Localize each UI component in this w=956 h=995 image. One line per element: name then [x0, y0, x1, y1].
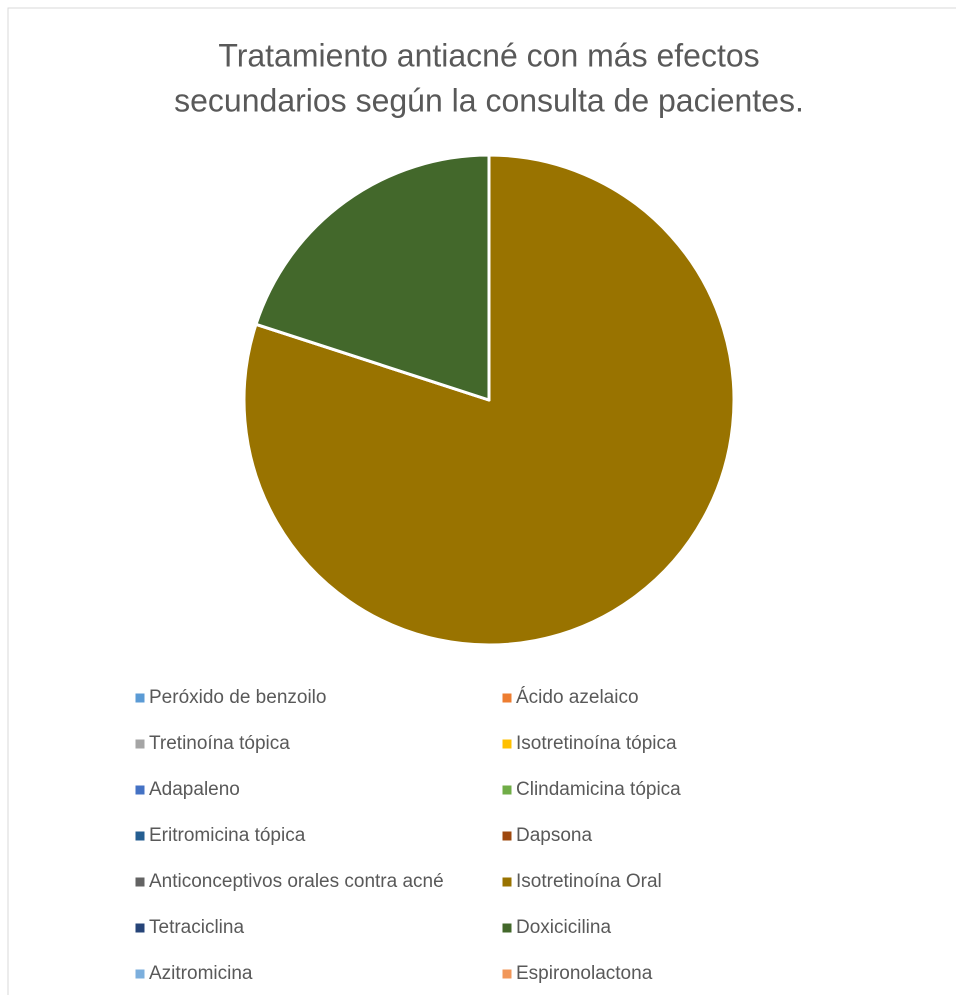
pie-slice [254, 153, 491, 402]
legend-marker [502, 831, 512, 841]
legend-label: Doxicicilina [516, 917, 611, 938]
legend-marker [135, 739, 145, 749]
legend-label: Clindamicina tópica [516, 779, 681, 800]
legend-label: Isotretinoína tópica [516, 733, 677, 754]
legend-label: Tetraciclina [149, 917, 244, 938]
legend-label: Peróxido de benzoilo [149, 687, 326, 708]
legend-marker [135, 923, 145, 933]
legend-marker [502, 739, 512, 749]
legend-marker [502, 923, 512, 933]
chart-title: Tratamiento antiacné con más efectos [218, 37, 759, 73]
legend-marker [502, 877, 512, 887]
legend-marker [502, 969, 512, 979]
legend-label: Azitromicina [149, 963, 253, 984]
legend-marker [135, 877, 145, 887]
legend-label: Ácido azelaico [516, 687, 639, 708]
chart-title: secundarios según la consulta de pacient… [174, 82, 804, 118]
legend-marker [502, 693, 512, 703]
legend-marker [135, 969, 145, 979]
legend-label: Isotretinoína Oral [516, 871, 662, 892]
legend-marker [135, 831, 145, 841]
legend-marker [135, 693, 145, 703]
legend-marker [502, 785, 512, 795]
legend-marker [135, 785, 145, 795]
pie-slice [242, 153, 736, 647]
legend-label: Dapsona [516, 825, 592, 846]
legend-label: Anticonceptivos orales contra acné [149, 871, 444, 892]
legend-label: Tretinoína tópica [149, 733, 290, 754]
legend-label: Espironolactona [516, 963, 653, 984]
legend-label: Eritromicina tópica [149, 825, 306, 846]
legend-label: Adapaleno [149, 779, 240, 800]
